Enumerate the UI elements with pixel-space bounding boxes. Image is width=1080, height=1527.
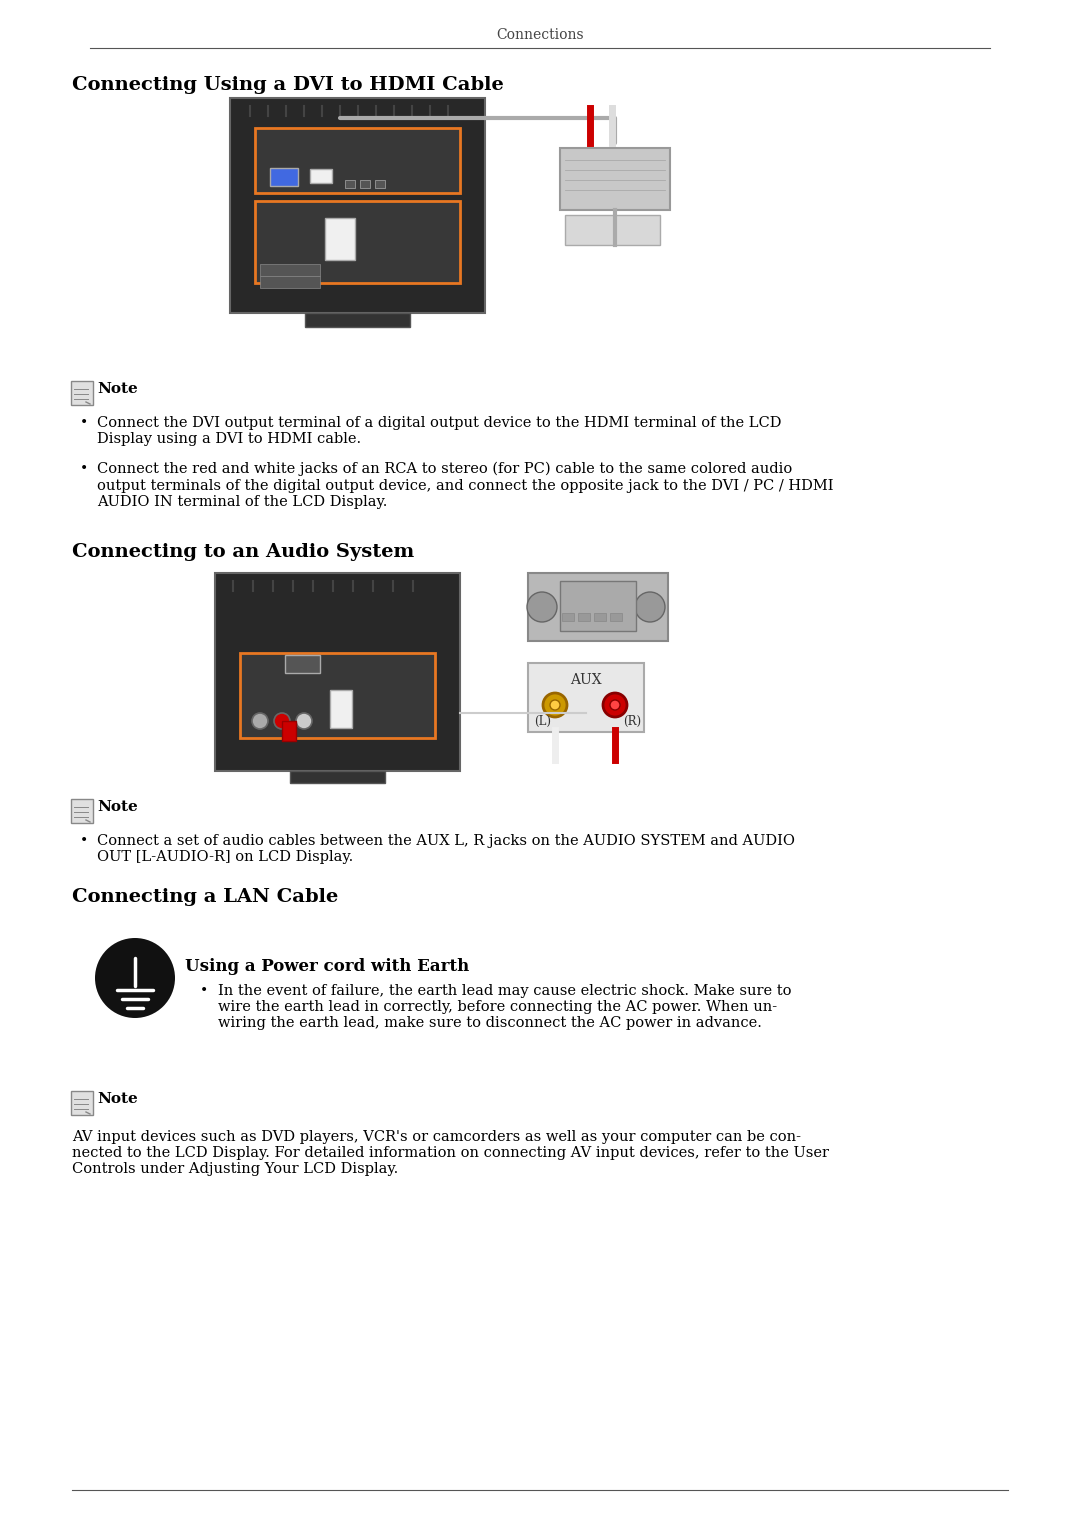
Text: AV input devices such as DVD players, VCR's or camcorders as well as your comput: AV input devices such as DVD players, VC…	[72, 1130, 829, 1176]
Circle shape	[635, 592, 665, 621]
Text: Using a Power cord with Earth: Using a Power cord with Earth	[185, 957, 469, 976]
Text: •: •	[80, 463, 89, 476]
FancyBboxPatch shape	[610, 612, 622, 621]
FancyBboxPatch shape	[255, 128, 460, 192]
Text: (L): (L)	[534, 715, 551, 728]
FancyBboxPatch shape	[260, 264, 320, 276]
FancyBboxPatch shape	[255, 202, 460, 282]
FancyBboxPatch shape	[345, 180, 355, 188]
Circle shape	[95, 938, 175, 1019]
Circle shape	[296, 713, 312, 728]
FancyBboxPatch shape	[240, 654, 435, 738]
Circle shape	[543, 693, 567, 718]
FancyBboxPatch shape	[260, 276, 320, 289]
Text: •: •	[80, 415, 89, 431]
Text: (R): (R)	[623, 715, 642, 728]
FancyBboxPatch shape	[330, 690, 352, 728]
Circle shape	[550, 699, 561, 710]
Text: Connect the DVI output terminal of a digital output device to the HDMI terminal : Connect the DVI output terminal of a dig…	[97, 415, 782, 446]
Text: Note: Note	[97, 1092, 138, 1106]
FancyBboxPatch shape	[561, 148, 670, 211]
FancyBboxPatch shape	[562, 612, 573, 621]
FancyBboxPatch shape	[230, 98, 485, 313]
Text: In the event of failure, the earth lead may cause electric shock. Make sure to
w: In the event of failure, the earth lead …	[218, 983, 792, 1031]
FancyBboxPatch shape	[71, 1090, 93, 1115]
FancyBboxPatch shape	[291, 771, 384, 783]
FancyBboxPatch shape	[565, 215, 660, 244]
FancyBboxPatch shape	[528, 573, 669, 641]
FancyBboxPatch shape	[325, 218, 355, 260]
Text: Connect the red and white jacks of an RCA to stereo (for PC) cable to the same c: Connect the red and white jacks of an RC…	[97, 463, 834, 508]
FancyBboxPatch shape	[282, 721, 296, 741]
FancyBboxPatch shape	[375, 180, 384, 188]
Text: AUX: AUX	[570, 673, 602, 687]
FancyBboxPatch shape	[310, 169, 332, 183]
Circle shape	[610, 699, 620, 710]
Text: Note: Note	[97, 800, 138, 814]
Circle shape	[274, 713, 291, 728]
Text: Connect a set of audio cables between the AUX L, R jacks on the AUDIO SYSTEM and: Connect a set of audio cables between th…	[97, 834, 795, 864]
FancyBboxPatch shape	[578, 612, 590, 621]
Text: •: •	[200, 983, 208, 999]
Text: Connecting Using a DVI to HDMI Cable: Connecting Using a DVI to HDMI Cable	[72, 76, 503, 95]
FancyBboxPatch shape	[594, 612, 606, 621]
FancyBboxPatch shape	[305, 313, 410, 327]
Text: •: •	[80, 834, 89, 847]
Text: Connections: Connections	[496, 27, 584, 43]
Circle shape	[603, 693, 627, 718]
Text: Connecting to an Audio System: Connecting to an Audio System	[72, 544, 415, 560]
Text: Connecting a LAN Cable: Connecting a LAN Cable	[72, 889, 338, 906]
FancyBboxPatch shape	[270, 168, 298, 186]
FancyBboxPatch shape	[561, 580, 636, 631]
FancyBboxPatch shape	[71, 799, 93, 823]
FancyBboxPatch shape	[71, 382, 93, 405]
FancyBboxPatch shape	[360, 180, 370, 188]
FancyBboxPatch shape	[285, 655, 320, 673]
FancyBboxPatch shape	[215, 573, 460, 771]
Circle shape	[527, 592, 557, 621]
FancyBboxPatch shape	[528, 663, 644, 731]
Text: Note: Note	[97, 382, 138, 395]
Circle shape	[252, 713, 268, 728]
